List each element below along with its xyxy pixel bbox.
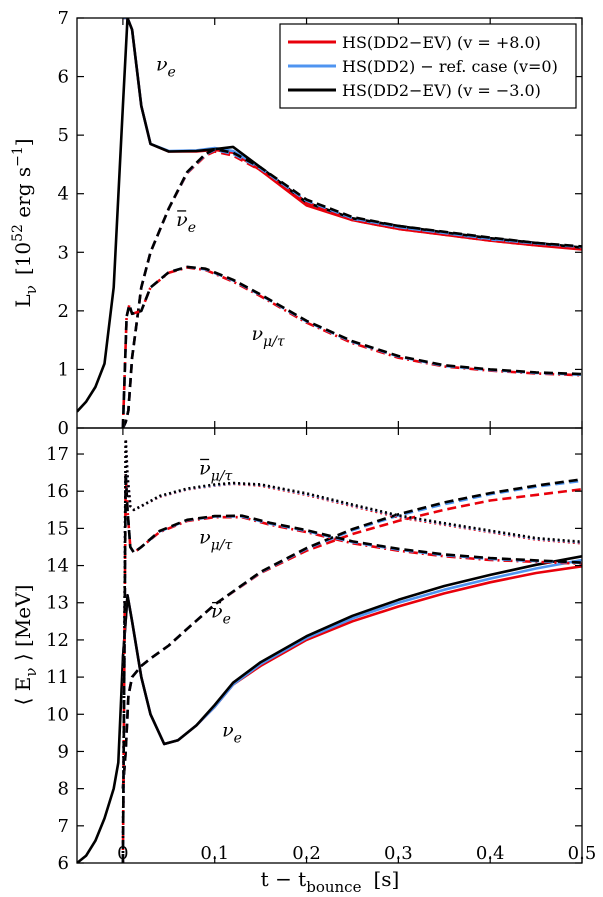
series-line-mean_energy-10 (121, 437, 582, 863)
y-tick-label: 7 (58, 8, 69, 29)
y-tick-label: 4 (58, 184, 69, 205)
y-tick-label: 6 (58, 67, 69, 88)
y-tick-label: 10 (46, 704, 69, 725)
x-tick-label: 0.5 (568, 843, 597, 864)
y-tick-label: 15 (46, 518, 69, 539)
series-line-luminosity-3 (121, 150, 582, 428)
series-line-luminosity-7 (121, 265, 582, 428)
legend-label: HS(DD2−EV) (v = +8.0) (342, 33, 541, 52)
x-tick-label: 0 (117, 843, 128, 864)
y-axis-label-luminosity: Lν[1052 erg s−1] (10, 138, 40, 307)
y-tick-label: 16 (46, 481, 69, 502)
series-line-luminosity-6 (121, 266, 582, 428)
series-line-luminosity-8 (121, 265, 582, 428)
luminosity-panel: 0 1 2 3 4 5 6 7 νe νe νμ/τ Lν[1052 erg s−1] (10, 8, 583, 439)
x-tick-label: 0.3 (384, 843, 413, 864)
y-tick-label: 9 (58, 741, 69, 762)
legend-label: HS(DD2) − ref. case (v=0) (342, 57, 558, 76)
x-axis-label: t − tbounce [s] (261, 867, 400, 896)
y-tick-label: 5 (58, 125, 69, 146)
y-tick-label: 1 (58, 359, 69, 380)
y-tick-label: 13 (46, 593, 69, 614)
series-line-mean_energy-11 (121, 437, 582, 863)
series-line-mean_energy-5 (121, 478, 582, 789)
x-tick-label: 0.1 (200, 843, 229, 864)
plot-frame-mean_energy (76, 427, 583, 864)
y-tick-label: 12 (46, 630, 69, 651)
annotation-label: νe (176, 209, 196, 236)
y-tick-label: 2 (58, 301, 69, 322)
series-line-luminosity-5 (121, 147, 582, 428)
y-tick-label: 6 (58, 853, 69, 874)
mean-energy-panel: 6 7 8 9 10 11 12 13 14 15 16 17 νμ/τ νμ/τ νe νe ⟨ Eν ⟩ [… (11, 427, 583, 874)
y-tick-label: 8 (58, 779, 69, 800)
annotation-label: νμ/τ (199, 526, 232, 553)
y-tick-label: 3 (58, 242, 69, 263)
annotation-label: νe (222, 720, 242, 747)
series-line-mean_energy-1 (121, 558, 582, 746)
x-axis: 0 0.1 0.2 0.3 0.4 0.5 t − tbounce [s] (117, 843, 596, 896)
series-line-luminosity-2 (77, 18, 582, 413)
x-tick-label: 0.4 (476, 843, 505, 864)
legend-label: HS(DD2−EV) (v = −3.0) (342, 81, 541, 100)
series-line-mean_energy-2 (77, 555, 582, 863)
annotation-label: νe (211, 601, 231, 628)
y-tick-label: 14 (46, 556, 69, 577)
y-tick-label: 17 (46, 444, 69, 465)
annotation-label: νe (156, 54, 176, 81)
y-tick-label: 11 (46, 667, 69, 688)
annotation-label: νμ/τ (199, 457, 232, 484)
series-line-mean_energy-4 (121, 479, 582, 789)
series-line-mean_energy-8 (121, 471, 582, 863)
series-line-mean_energy-0 (121, 565, 582, 746)
series-line-mean_energy-9 (121, 437, 582, 863)
y-tick-label: 7 (58, 816, 69, 837)
annotation-label: νμ/τ (251, 323, 284, 350)
x-tick-label: 0.2 (292, 843, 321, 864)
y-tick-label: 0 (58, 418, 69, 439)
legend: HS(DD2−EV) (v = +8.0) HS(DD2) − ref. case… (279, 23, 577, 109)
series-line-luminosity-4 (121, 148, 582, 428)
y-axis-label-energy: ⟨ Eν ⟩ [MeV] (11, 585, 40, 706)
